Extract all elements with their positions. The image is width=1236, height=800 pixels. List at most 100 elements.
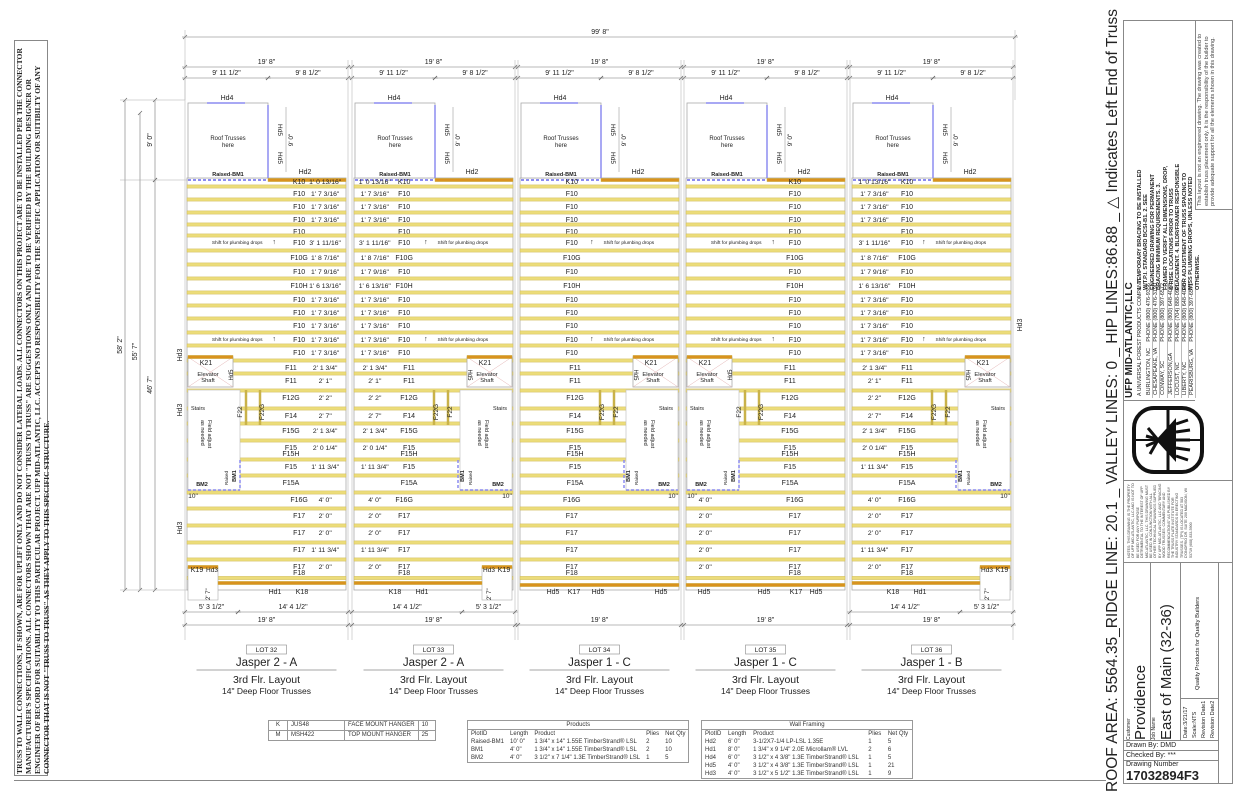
floor-truss	[186, 490, 347, 495]
lot-width-dim: 19' 8"	[258, 617, 276, 624]
table-row: BM2 4' 0" 3 1/2" x 7 1/4" 1.3E TimberStran…	[468, 754, 689, 763]
lot-number-box	[246, 644, 287, 655]
floor-truss	[685, 248, 846, 253]
floor-truss	[685, 388, 846, 393]
shift-arrow-icon: ↑	[272, 239, 276, 246]
truss-spacing-dimension: 2' 1 3/4"	[363, 365, 388, 372]
truss-label-f10g: F10G	[786, 255, 804, 262]
header-label-hd5: Hd5	[443, 152, 450, 164]
notch-dimension: 2' 7"	[985, 588, 991, 600]
roof-trusses-label: here	[721, 143, 734, 149]
truss-spacing-dimension: 3' 1 11/16"	[359, 240, 391, 247]
header-label-hd5: Hd5	[443, 124, 450, 136]
plumbing-shift-note: Shift for plumbing drops	[212, 240, 263, 246]
truss-label-f17: F17	[293, 564, 305, 571]
truss-label-f10: F10	[566, 204, 578, 211]
floor-truss	[685, 557, 846, 562]
truss-label-f18: F18	[398, 570, 410, 577]
truss-label-k10: K10	[293, 179, 306, 186]
floor-truss	[519, 576, 680, 580]
truss-label-f15a: F15A	[283, 480, 300, 487]
floor-truss	[685, 276, 846, 281]
truss-label-f10: F10	[566, 350, 578, 357]
truss-label-f10: F10	[789, 191, 801, 198]
truss-label-f10: F10	[293, 240, 305, 247]
table-cell: Hd1	[705, 747, 717, 753]
table-cell: 1	[868, 771, 872, 777]
floor-truss	[685, 421, 846, 426]
office-cell: BURLINGTON, NC	[1146, 344, 1153, 398]
floor-truss	[353, 473, 514, 478]
truss-label-f15: F15	[569, 464, 581, 471]
header-label-hd5: Hd5	[775, 124, 782, 136]
roof-box-dimension: 9' 0"	[953, 133, 960, 146]
raised-bm1-label: Raised-BM1	[545, 172, 576, 178]
truss-label-f14: F14	[784, 413, 796, 420]
truss-label-f15: F15	[901, 464, 913, 471]
truss-label-f10: F10	[293, 323, 305, 330]
floor-truss	[519, 276, 680, 281]
header-label-hd1: Hd1	[269, 589, 282, 596]
truss-spacing-dimension: 2' 0"	[699, 513, 713, 520]
header-label-hd5: Hd5	[229, 369, 235, 381]
truss-spacing-dimension: 1' 6 13/16"	[309, 283, 342, 290]
truss-spacing-dimension: 1' 7 3/16"	[860, 217, 889, 224]
truss-label-f17: F17	[789, 547, 801, 554]
truss-label-f15: F15	[901, 445, 913, 452]
floor-truss	[519, 248, 680, 253]
truss-label-f15a: F15A	[401, 480, 418, 487]
floor-truss	[186, 473, 347, 478]
roof-height-dimension: 9' 0"	[147, 133, 154, 147]
elevator-shaft-label: Shaft	[201, 378, 215, 384]
girder-label-k21: K21	[645, 360, 658, 367]
floor-truss	[353, 303, 514, 308]
date: Date:3/21/17	[1183, 706, 1189, 739]
shift-arrow-icon: ↑	[771, 239, 775, 246]
floor-truss	[685, 371, 846, 376]
lot-width-dim: 19' 8"	[258, 59, 276, 66]
truss-label-f10: F10	[566, 191, 578, 198]
wall-framing-title: Wall Framing	[701, 720, 913, 730]
lot-number: LOT 34	[589, 647, 611, 654]
floor-truss	[186, 343, 347, 348]
company-name: UFP MID-ATLANTIC,LLC	[1124, 282, 1135, 398]
shift-arrow-icon: ↑	[590, 336, 594, 343]
floor-truss	[186, 290, 347, 295]
dimension-tick	[182, 609, 188, 615]
dimension-tick	[182, 622, 188, 628]
table-cell: 1	[868, 763, 872, 769]
truss-label-f10: F10	[789, 297, 801, 304]
wall-framing-table: Wall Framing PlotID Length Product Plies Net…	[701, 720, 913, 779]
girder-truss-k19	[187, 565, 219, 569]
truss-label-f10: F10	[293, 204, 305, 211]
truss-label-f12g: F12G	[566, 395, 584, 402]
truss-spacing-dimension: 2' 0"	[699, 547, 713, 554]
lot-width-dim: 19' 8"	[425, 617, 443, 624]
floor-truss	[519, 303, 680, 308]
truss-label-f10: F10	[293, 297, 305, 304]
floor-truss	[685, 540, 846, 545]
truss-label-f22: F22	[447, 406, 454, 418]
truss-spacing-dimension: 1' 7 3/16"	[311, 204, 340, 211]
job-name-label: Job Name	[1151, 717, 1157, 740]
truss-label-f10: F10	[901, 350, 913, 357]
header-label-hd5: Hd5	[592, 589, 605, 596]
lot-bottom-dim: 14' 4 1/2"	[890, 604, 920, 611]
revision-date-1: Revision Date1	[1201, 700, 1207, 738]
floor-truss	[186, 262, 347, 267]
truss-label-f10: F10	[293, 337, 305, 344]
truss-spacing-dimension: 1' 11 3/4"	[361, 547, 389, 554]
truss-label-f22: F22	[613, 406, 620, 418]
column-header: PlotID	[705, 731, 722, 737]
truss-spacing-dimension: 2' 7"	[368, 413, 382, 420]
floor-truss	[186, 330, 347, 335]
products-title: Products	[467, 720, 689, 730]
truss-label-f10h: F10H	[291, 283, 308, 290]
floor-truss	[519, 233, 680, 238]
table-cell: 1 3/4" x 14" 1.55E TimberStrand® LSL	[534, 747, 637, 753]
truss-label-f12g: F12G	[282, 395, 300, 402]
truss-spacing-dimension: 2' 0"	[868, 564, 882, 571]
roof-box-dimension: 9' 0"	[621, 133, 628, 146]
floor-truss	[685, 490, 846, 495]
truss-label-f11: F11	[784, 378, 796, 385]
